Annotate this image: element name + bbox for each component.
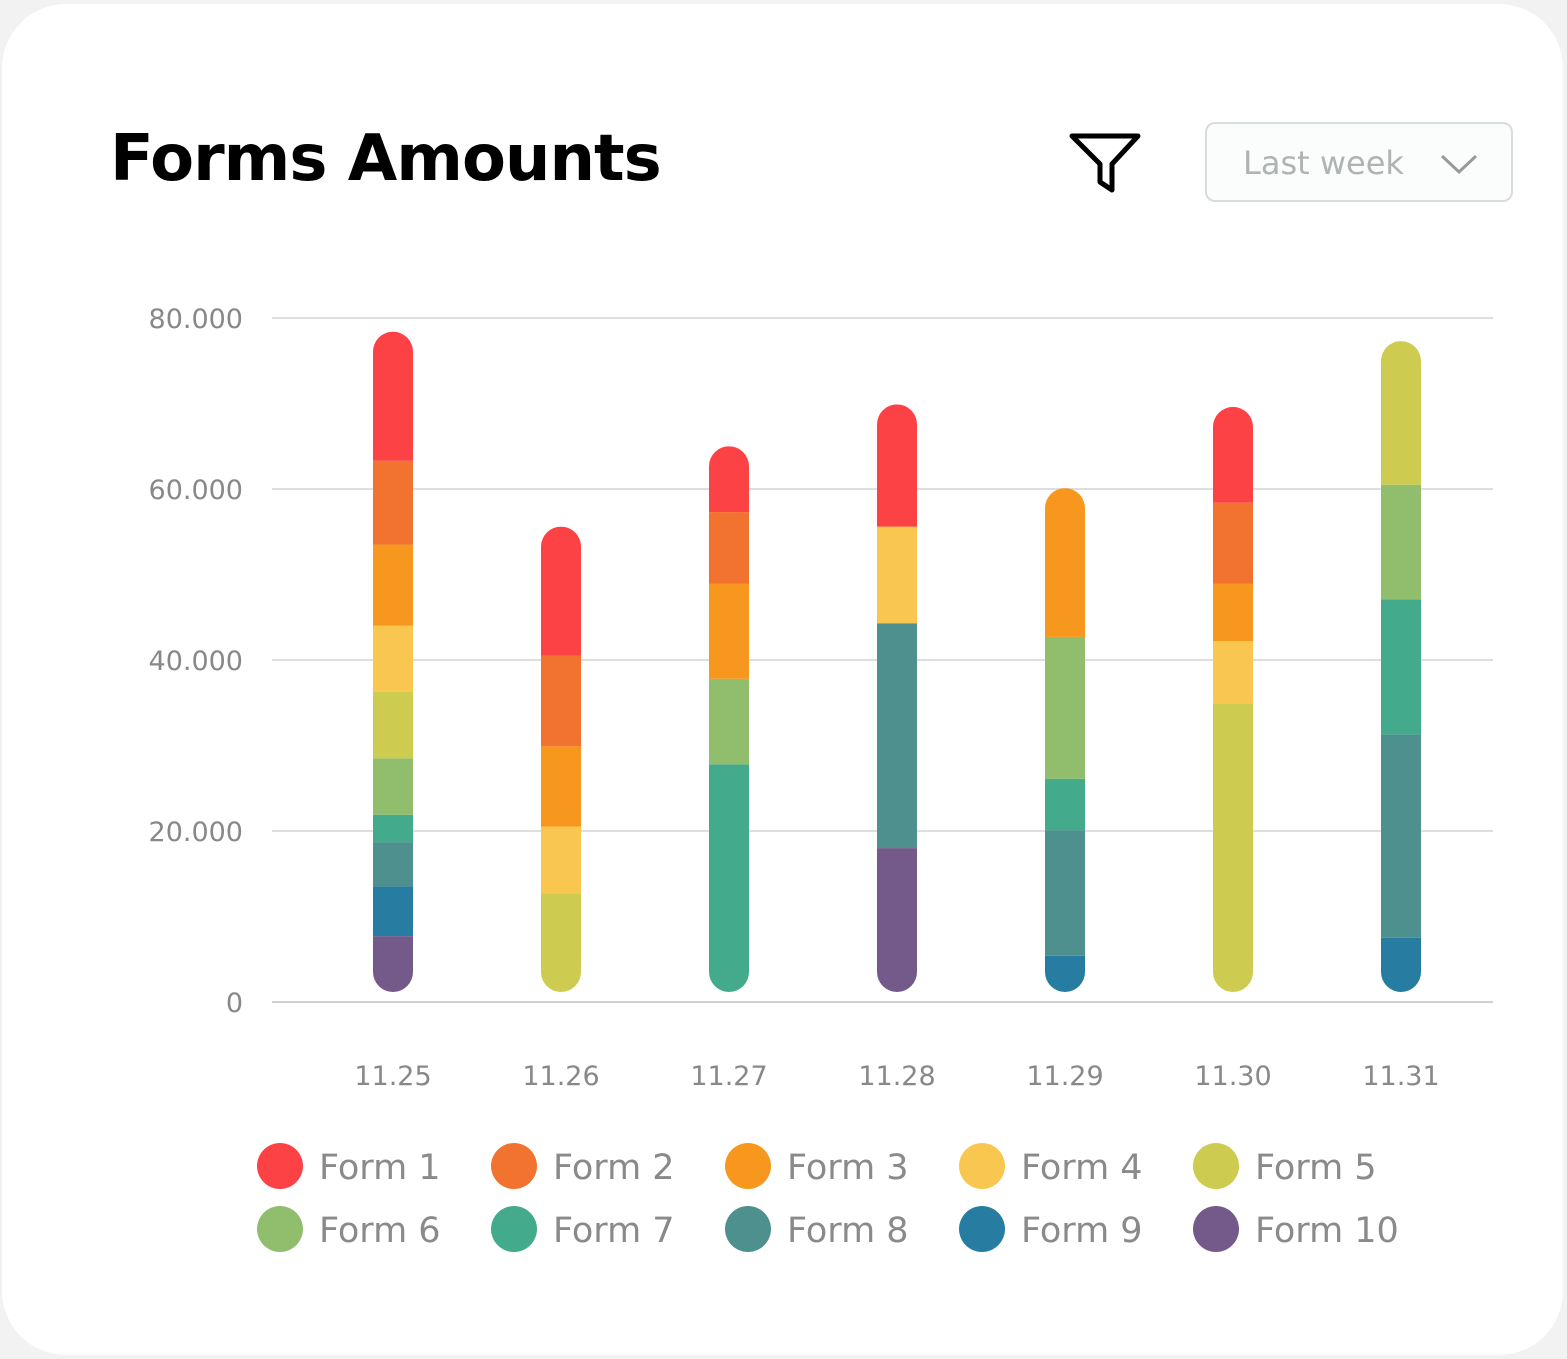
bar-11.30 bbox=[1213, 406, 1253, 1002]
bar-11.27 bbox=[709, 446, 749, 1002]
bar-segment-form-8[interactable] bbox=[373, 842, 413, 887]
y-tick-label: 20.000 bbox=[149, 817, 243, 848]
legend-label: Form 10 bbox=[1255, 1211, 1399, 1251]
bar-segment-form-5[interactable] bbox=[1213, 703, 1253, 1002]
x-tick-label: 11.28 bbox=[858, 1061, 935, 1092]
bar-11.26 bbox=[541, 526, 581, 1002]
bar-segment-form-4[interactable] bbox=[373, 625, 413, 692]
bar-segment-form-8[interactable] bbox=[1045, 830, 1085, 956]
date-range-dropdown[interactable]: Last week bbox=[1205, 122, 1513, 202]
dropdown-selected-value: Last week bbox=[1243, 144, 1404, 182]
legend-item[interactable]: Form 5 bbox=[1193, 1143, 1377, 1189]
legend-item[interactable]: Form 9 bbox=[959, 1206, 1143, 1252]
bar-segment-form-9[interactable] bbox=[1045, 955, 1085, 1002]
bar-segment-form-9[interactable] bbox=[1381, 937, 1421, 1002]
bar-11.29 bbox=[1045, 488, 1085, 1002]
y-tick-label: 80.000 bbox=[149, 304, 243, 335]
bar-segment-form-1[interactable] bbox=[373, 331, 413, 461]
legend-swatch bbox=[725, 1206, 771, 1252]
legend-label: Form 4 bbox=[1021, 1148, 1143, 1188]
y-tick-label: 60.000 bbox=[149, 475, 243, 506]
bar-segment-form-6[interactable] bbox=[373, 758, 413, 815]
bar-segment-form-5[interactable] bbox=[541, 893, 581, 1002]
bar-segment-form-1[interactable] bbox=[541, 526, 581, 656]
legend-swatch bbox=[959, 1143, 1005, 1189]
bar-segment-form-8[interactable] bbox=[1381, 734, 1421, 938]
legend-swatch bbox=[257, 1206, 303, 1252]
bar-segment-form-7[interactable] bbox=[1381, 599, 1421, 735]
x-tick-label: 11.29 bbox=[1026, 1061, 1103, 1092]
bar-segment-form-3[interactable] bbox=[1045, 488, 1085, 637]
legend-item[interactable]: Form 8 bbox=[725, 1206, 909, 1252]
legend-label: Form 8 bbox=[787, 1211, 909, 1251]
legend-label: Form 5 bbox=[1255, 1148, 1377, 1188]
bar-segment-form-6[interactable] bbox=[709, 678, 749, 765]
legend-item[interactable]: Form 6 bbox=[257, 1206, 441, 1252]
bar-segment-form-1[interactable] bbox=[1213, 406, 1253, 503]
legend-label: Form 1 bbox=[319, 1148, 441, 1188]
bar-segment-form-7[interactable] bbox=[1045, 778, 1085, 831]
bar-segment-form-5[interactable] bbox=[1381, 341, 1421, 485]
page-title: Forms Amounts bbox=[110, 122, 662, 196]
legend-swatch bbox=[491, 1206, 537, 1252]
x-tick-label: 11.30 bbox=[1194, 1061, 1271, 1092]
legend-label: Form 6 bbox=[319, 1211, 441, 1251]
bar-segment-form-6[interactable] bbox=[1381, 484, 1421, 600]
bar-segment-form-10[interactable] bbox=[373, 936, 413, 1002]
bar-11.28 bbox=[877, 404, 917, 1002]
y-tick-label: 40.000 bbox=[149, 646, 243, 677]
bar-segment-form-3[interactable] bbox=[1213, 583, 1253, 642]
bar-segment-form-4[interactable] bbox=[541, 826, 581, 894]
chart-card: Forms Amounts Last week bbox=[2, 4, 1563, 1355]
x-tick-label: 11.27 bbox=[690, 1061, 767, 1092]
bar-segment-form-4[interactable] bbox=[1213, 641, 1253, 704]
legend-label: Form 2 bbox=[553, 1148, 675, 1188]
legend-swatch bbox=[725, 1143, 771, 1189]
bar-segment-form-3[interactable] bbox=[373, 544, 413, 626]
bar-segment-form-1[interactable] bbox=[709, 446, 749, 513]
bar-11.31 bbox=[1381, 341, 1421, 1002]
bar-segment-form-3[interactable] bbox=[709, 583, 749, 679]
filter-icon bbox=[1069, 133, 1141, 193]
bar-segment-form-5[interactable] bbox=[373, 691, 413, 759]
x-tick-label: 11.25 bbox=[354, 1061, 431, 1092]
legend-label: Form 7 bbox=[553, 1211, 675, 1251]
legend-item[interactable]: Form 7 bbox=[491, 1206, 675, 1252]
bar-11.25 bbox=[373, 331, 413, 1002]
legend-swatch bbox=[959, 1206, 1005, 1252]
legend-item[interactable]: Form 3 bbox=[725, 1143, 909, 1189]
bar-segment-form-4[interactable] bbox=[877, 526, 917, 624]
bar-segment-form-7[interactable] bbox=[709, 764, 749, 1002]
bar-segment-form-9[interactable] bbox=[373, 886, 413, 937]
legend-swatch bbox=[1193, 1206, 1239, 1252]
legend-item[interactable]: Form 2 bbox=[491, 1143, 675, 1189]
y-tick-label: 0 bbox=[226, 988, 243, 1019]
legend-swatch bbox=[491, 1143, 537, 1189]
bar-segment-form-1[interactable] bbox=[877, 404, 917, 527]
filter-button[interactable] bbox=[1068, 130, 1142, 196]
legend-label: Form 3 bbox=[787, 1148, 909, 1188]
bar-segment-form-2[interactable] bbox=[709, 512, 749, 584]
bar-segment-form-3[interactable] bbox=[541, 746, 581, 827]
legend-item[interactable]: Form 10 bbox=[1193, 1206, 1399, 1252]
legend-label: Form 9 bbox=[1021, 1211, 1143, 1251]
legend-item[interactable]: Form 1 bbox=[257, 1143, 441, 1189]
legend-swatch bbox=[257, 1143, 303, 1189]
bar-segment-form-2[interactable] bbox=[373, 460, 413, 545]
legend-item[interactable]: Form 4 bbox=[959, 1143, 1143, 1189]
legend-swatch bbox=[1193, 1143, 1239, 1189]
bar-segment-form-2[interactable] bbox=[1213, 502, 1253, 584]
bar-segment-form-10[interactable] bbox=[877, 848, 917, 1002]
bar-segment-form-7[interactable] bbox=[373, 814, 413, 843]
bar-segment-form-6[interactable] bbox=[1045, 636, 1085, 779]
chevron-down-icon bbox=[1440, 154, 1478, 175]
bar-segment-form-2[interactable] bbox=[541, 655, 581, 747]
x-tick-label: 11.31 bbox=[1362, 1061, 1439, 1092]
bar-segment-form-8[interactable] bbox=[877, 623, 917, 849]
x-tick-label: 11.26 bbox=[522, 1061, 599, 1092]
